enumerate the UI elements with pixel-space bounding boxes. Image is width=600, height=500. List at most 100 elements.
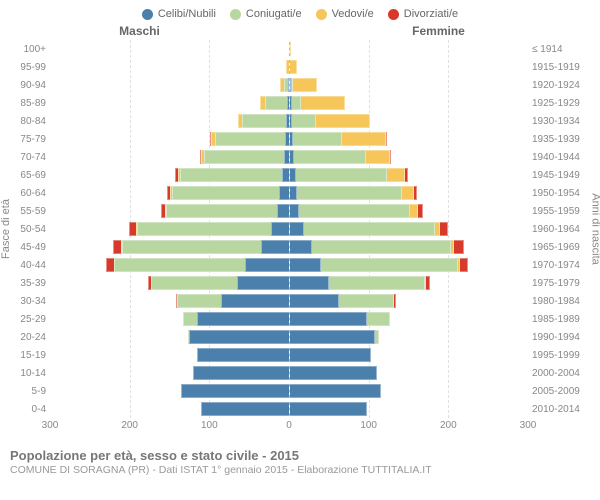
bar-segment xyxy=(294,150,366,164)
bar-segment xyxy=(460,258,469,272)
female-bar xyxy=(290,312,529,326)
birth-year-label: 1975-1979 xyxy=(528,278,590,289)
bar-segment xyxy=(454,240,464,254)
header-male: Maschi xyxy=(50,24,289,38)
bar-segment xyxy=(265,96,287,110)
bar-segment xyxy=(418,204,423,218)
pyramid-row: 95-991915-1919 xyxy=(10,58,590,76)
bar-segment xyxy=(284,150,289,164)
age-label: 20-24 xyxy=(10,332,50,343)
pyramid-row: 85-891925-1929 xyxy=(10,94,590,112)
bar-segment xyxy=(329,276,424,290)
birth-year-label: 1955-1959 xyxy=(528,206,590,217)
birth-year-label: 1985-1989 xyxy=(528,314,590,325)
birth-year-label: 1990-1994 xyxy=(528,332,590,343)
female-bar xyxy=(290,384,529,398)
legend-item: Celibi/Nubili xyxy=(142,8,216,20)
bar-segment xyxy=(287,96,289,110)
legend-label: Coniugati/e xyxy=(246,8,302,20)
age-label: 80-84 xyxy=(10,116,50,127)
bar-segment xyxy=(129,222,136,236)
legend-swatch xyxy=(388,9,399,20)
bar-segment xyxy=(386,132,388,146)
male-bar xyxy=(50,78,290,92)
legend-item: Divorziati/e xyxy=(388,8,458,20)
bar-segment xyxy=(402,186,413,200)
pyramid-row: 70-741940-1944 xyxy=(10,148,590,166)
x-axis: 3002001000100200300 xyxy=(10,420,590,434)
bar-segment xyxy=(122,240,261,254)
pyramid-row: 0-42010-2014 xyxy=(10,400,590,418)
chart-footer: Popolazione per età, sesso e stato civil… xyxy=(10,448,590,476)
bar-segment xyxy=(426,276,430,290)
age-label: 5-9 xyxy=(10,386,50,397)
pyramid-row: 10-14 2000-2004 xyxy=(10,364,590,382)
legend-label: Divorziati/e xyxy=(404,8,458,20)
x-tick-label: 100 xyxy=(360,420,377,431)
x-tick-label: 200 xyxy=(440,420,457,431)
bar-segment xyxy=(342,132,386,146)
bar-segment xyxy=(304,222,435,236)
bar-segment xyxy=(387,168,404,182)
female-bar xyxy=(290,96,529,110)
bar-segment xyxy=(394,294,396,308)
plot-area: Fasce di età Anni di nascita 100+≤ 19149… xyxy=(10,40,590,418)
bar-segment xyxy=(221,294,289,308)
male-bar xyxy=(50,366,290,380)
bar-segment xyxy=(114,258,245,272)
birth-year-label: 1970-1974 xyxy=(528,260,590,271)
age-label: 45-49 xyxy=(10,242,50,253)
birth-year-label: 2000-2004 xyxy=(528,368,590,379)
male-bar xyxy=(50,276,290,290)
bar-segment xyxy=(106,258,114,272)
bar-segment xyxy=(414,186,418,200)
chart-subtitle: COMUNE DI SORAGNA (PR) - Dati ISTAT 1° g… xyxy=(10,464,590,476)
age-label: 50-54 xyxy=(10,224,50,235)
bar-segment xyxy=(339,294,395,308)
x-tick-label: 300 xyxy=(520,420,537,431)
birth-year-label: 1960-1964 xyxy=(528,224,590,235)
bar-segment xyxy=(290,402,368,416)
birth-year-label: 1935-1939 xyxy=(528,134,590,145)
bar-segment xyxy=(290,348,371,362)
bar-segment xyxy=(290,312,368,326)
male-bar xyxy=(50,168,290,182)
age-label: 70-74 xyxy=(10,152,50,163)
pyramid-row: 45-491965-1969 xyxy=(10,238,590,256)
male-bar xyxy=(50,186,290,200)
male-bar xyxy=(50,258,290,272)
bar-segment xyxy=(410,204,418,218)
bar-segment xyxy=(201,402,288,416)
male-bar xyxy=(50,204,290,218)
bar-segment xyxy=(261,240,289,254)
bar-segment xyxy=(204,150,283,164)
x-tick-label: 100 xyxy=(201,420,218,431)
bar-segment xyxy=(375,330,378,344)
bar-segment xyxy=(242,114,286,128)
pyramid-row: 80-841930-1934 xyxy=(10,112,590,130)
male-bar xyxy=(50,348,290,362)
birth-year-label: ≤ 1914 xyxy=(528,44,590,55)
bar-segment xyxy=(237,276,289,290)
female-bar xyxy=(290,114,529,128)
x-tick-label: 200 xyxy=(121,420,138,431)
pyramid-row: 90-941920-1924 xyxy=(10,76,590,94)
bar-segment xyxy=(180,168,282,182)
pyramid-row: 50-54 1960-1964 xyxy=(10,220,590,238)
age-label: 40-44 xyxy=(10,260,50,271)
female-bar xyxy=(290,168,529,182)
male-bar xyxy=(50,150,290,164)
bar-segment xyxy=(290,186,298,200)
bar-segment xyxy=(312,240,451,254)
pyramid-row: 60-641950-1954 xyxy=(10,184,590,202)
age-label: 35-39 xyxy=(10,278,50,289)
bar-segment xyxy=(279,186,289,200)
bar-segment xyxy=(293,78,317,92)
age-label: 10-14 xyxy=(10,368,50,379)
bar-segment xyxy=(286,60,288,74)
female-bar xyxy=(290,348,529,362)
legend-swatch xyxy=(142,9,153,20)
male-bar xyxy=(50,96,290,110)
age-label: 85-89 xyxy=(10,98,50,109)
age-label: 95-99 xyxy=(10,62,50,73)
